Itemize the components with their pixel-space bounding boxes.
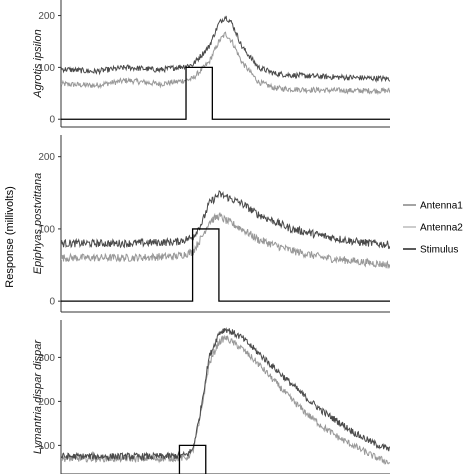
panel-1: 0 100 200 Epiphyas postvittana	[32, 135, 390, 313]
legend-label-antenna1: Antenna1	[420, 201, 463, 212]
panels: 0 100 200 Agrotis ipsilon 0 100 200 Epiphyas po…	[32, 0, 390, 474]
y-tick-label: 0	[49, 297, 55, 308]
y-tick-label: 300	[38, 353, 55, 364]
series-group	[61, 15, 390, 120]
series-line-antenna1	[61, 327, 390, 462]
panel-0: 0 100 200 Agrotis ipsilon	[32, 0, 390, 128]
series-group	[61, 190, 390, 302]
y-tick-label: 200	[38, 11, 55, 22]
panel-strip-label: Agrotis ipsilon	[32, 29, 44, 98]
series-group	[61, 327, 390, 474]
y-tick-label: 0	[49, 115, 55, 126]
series-line-antenna1	[61, 15, 390, 83]
series-line-stimulus	[178, 444, 207, 474]
legend-label-antenna2: Antenna2	[420, 223, 463, 234]
y-tick-label: 200	[38, 152, 55, 163]
y-tick-label: 100	[38, 63, 55, 74]
y-tick-label: 200	[38, 397, 55, 408]
y-tick-label: 100	[38, 224, 55, 235]
series-line-antenna1	[61, 190, 390, 250]
y-axis-label: Response (millivolts)	[4, 186, 16, 287]
series-line-stimulus	[61, 66, 390, 120]
legend-label-stimulus: Stimulus	[420, 245, 458, 256]
series-line-antenna2	[61, 334, 390, 465]
panel-strip-label: Epiphyas postvittana	[32, 173, 44, 275]
series-line-stimulus	[61, 228, 390, 302]
y-tick-label: 100	[38, 441, 55, 452]
legend: Antenna1 Antenna2 Stimulus	[403, 201, 463, 256]
series-line-antenna2	[61, 31, 390, 96]
panel-strip-label: Lymantria dispar dispar	[32, 339, 44, 454]
series-line-antenna2	[61, 211, 390, 269]
